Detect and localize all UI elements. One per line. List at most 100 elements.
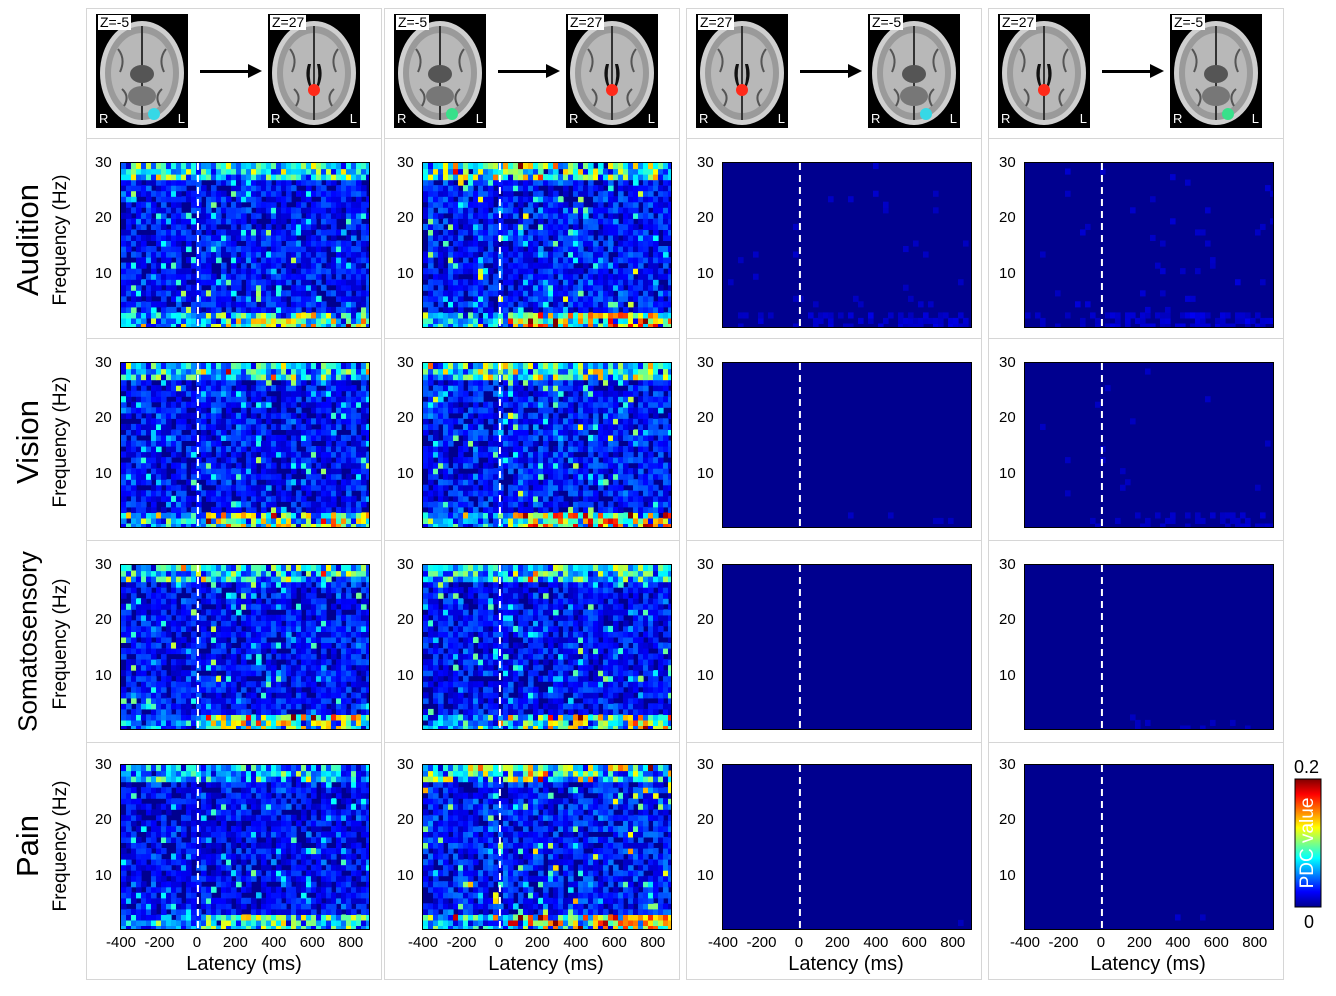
heatmap-cell bbox=[628, 501, 634, 507]
heatmap-cell bbox=[336, 413, 342, 419]
heatmap-cell bbox=[513, 457, 519, 463]
heatmap-cell bbox=[458, 174, 464, 180]
heatmap-cell bbox=[271, 363, 277, 369]
heatmap-cell bbox=[366, 274, 370, 280]
heatmap-cell bbox=[668, 301, 672, 307]
heatmap-cell bbox=[156, 163, 162, 169]
heatmap-cell bbox=[503, 507, 509, 513]
heatmap-cell bbox=[291, 257, 297, 263]
heatmap-cell bbox=[503, 263, 509, 269]
heatmap-cell bbox=[156, 435, 162, 441]
heatmap-cell bbox=[181, 174, 187, 180]
heatmap-cell bbox=[256, 363, 262, 369]
heatmap-cell bbox=[643, 301, 649, 307]
heatmap-cell bbox=[271, 446, 277, 452]
heatmap-cell bbox=[331, 191, 337, 197]
heatmap-cell bbox=[903, 285, 909, 291]
heatmap-cell bbox=[428, 490, 434, 496]
heatmap-cell bbox=[613, 257, 619, 263]
heatmap-cell bbox=[503, 496, 509, 502]
heatmap-cell bbox=[186, 241, 192, 247]
heatmap-cell bbox=[301, 424, 307, 430]
heatmap-cell bbox=[508, 202, 514, 208]
heatmap-cell bbox=[216, 180, 222, 186]
heatmap-cell bbox=[638, 169, 644, 175]
heatmap-cell bbox=[578, 413, 584, 419]
heatmap-cell bbox=[558, 501, 564, 507]
heatmap-cell bbox=[528, 180, 534, 186]
heatmap-cell bbox=[548, 163, 554, 169]
heatmap-cell bbox=[513, 441, 519, 447]
heatmap-cell bbox=[296, 374, 302, 380]
heatmap-cell bbox=[603, 324, 609, 329]
heatmap-cell bbox=[171, 485, 177, 491]
heatmap-cell bbox=[553, 241, 559, 247]
heatmap-cell bbox=[643, 424, 649, 430]
heatmap-cell bbox=[533, 163, 539, 169]
heatmap-cell bbox=[336, 452, 342, 458]
heatmap-cell bbox=[493, 524, 499, 529]
heatmap-cell bbox=[618, 296, 624, 302]
heatmap-cell bbox=[503, 307, 509, 313]
heatmap-cell bbox=[623, 457, 629, 463]
heatmap-cell bbox=[623, 224, 629, 230]
heatmap-cell bbox=[176, 396, 182, 402]
heatmap-cell bbox=[558, 452, 564, 458]
heatmap-cell bbox=[211, 518, 217, 524]
heatmap-cell bbox=[638, 318, 644, 324]
heatmap-cell bbox=[341, 501, 347, 507]
heatmap-cell bbox=[271, 213, 277, 219]
heatmap-cell bbox=[448, 301, 454, 307]
heatmap-cell bbox=[141, 369, 147, 375]
heatmap-cell bbox=[136, 524, 142, 529]
heatmap-cell bbox=[583, 285, 589, 291]
heatmap-cell bbox=[648, 518, 654, 524]
heatmap-cell bbox=[518, 512, 524, 518]
heatmap-cell bbox=[533, 191, 539, 197]
heatmap-cell bbox=[518, 318, 524, 324]
heatmap-cell bbox=[206, 246, 212, 252]
heatmap-cell bbox=[176, 374, 182, 380]
heatmap-cell bbox=[121, 435, 127, 441]
heatmap-cell bbox=[478, 496, 484, 502]
heatmap-cell bbox=[488, 196, 494, 202]
heatmap-cell bbox=[553, 235, 559, 241]
heatmap-cell bbox=[553, 252, 559, 258]
heatmap-cell bbox=[538, 218, 544, 224]
heatmap-cell bbox=[533, 429, 539, 435]
heatmap-cell bbox=[306, 463, 312, 469]
heatmap-cell bbox=[141, 479, 147, 485]
heatmap-cell bbox=[356, 268, 362, 274]
heatmap-cell bbox=[453, 268, 459, 274]
heatmap-cell bbox=[356, 413, 362, 419]
heatmap-cell bbox=[633, 490, 639, 496]
heatmap-cell bbox=[126, 452, 132, 458]
heatmap-cell bbox=[206, 296, 212, 302]
heatmap-cell bbox=[226, 318, 232, 324]
heatmap-cell bbox=[643, 463, 649, 469]
heatmap-cell bbox=[281, 507, 287, 513]
heatmap-cell bbox=[508, 318, 514, 324]
heatmap-cell bbox=[186, 324, 192, 329]
heatmap-cell bbox=[658, 441, 664, 447]
heatmap-cell bbox=[453, 290, 459, 296]
heatmap-cell bbox=[633, 191, 639, 197]
heatmap-cell bbox=[603, 424, 609, 430]
heatmap-cell bbox=[351, 224, 357, 230]
heatmap-cell bbox=[206, 369, 212, 375]
heatmap-cell bbox=[623, 257, 629, 263]
heatmap-cell bbox=[438, 213, 444, 219]
heatmap-cell bbox=[201, 435, 207, 441]
heatmap-cell bbox=[583, 318, 589, 324]
heatmap-cell bbox=[191, 290, 197, 296]
heatmap-cell bbox=[126, 324, 132, 329]
heatmap-cell bbox=[608, 174, 614, 180]
heatmap-cell bbox=[483, 435, 489, 441]
heatmap-cell bbox=[296, 429, 302, 435]
heatmap-cell bbox=[141, 290, 147, 296]
heatmap-cell bbox=[568, 507, 574, 513]
heatmap-cell bbox=[271, 396, 277, 402]
heatmap-cell bbox=[231, 241, 237, 247]
heatmap-cell bbox=[573, 429, 579, 435]
heatmap-cell bbox=[241, 385, 247, 391]
